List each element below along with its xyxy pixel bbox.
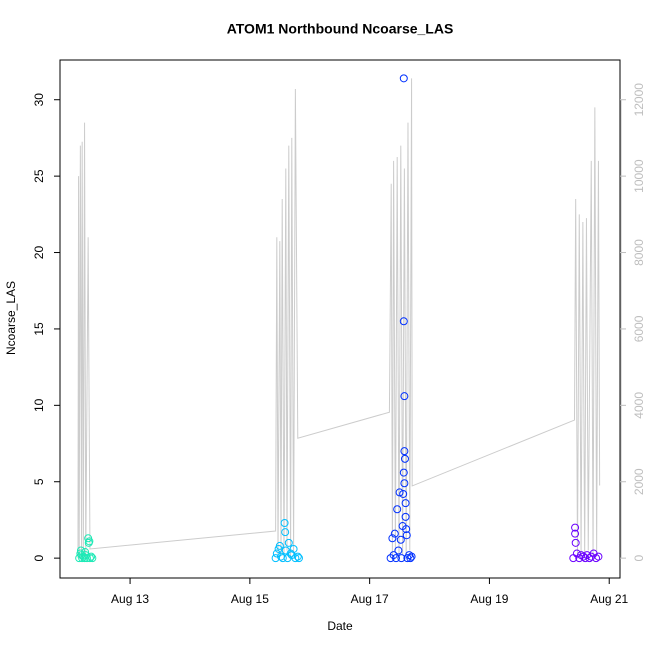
point (88, 554, 97, 563)
point (399, 489, 408, 498)
point (284, 538, 293, 547)
y2-tick-label: 0 (632, 554, 646, 561)
point (571, 538, 580, 547)
point (399, 468, 408, 477)
point (396, 535, 405, 544)
y2-tick-label: 10000 (632, 159, 646, 193)
y-tick-label: 5 (32, 478, 46, 485)
y-axis-label: Ncoarse_LAS (4, 281, 18, 355)
y-tick-label: 30 (32, 93, 46, 107)
y2-tick-label: 2000 (632, 468, 646, 495)
point (572, 549, 581, 558)
chart-title: ATOM1 Northbound Ncoarse_LAS (227, 21, 454, 37)
point (392, 554, 400, 563)
y-tick-label: 25 (32, 169, 46, 183)
point (579, 552, 588, 561)
point (407, 552, 416, 561)
point (394, 546, 403, 555)
x-tick-label: Aug 17 (351, 592, 389, 606)
point (278, 554, 287, 563)
point (85, 554, 94, 563)
point (390, 529, 399, 538)
point (397, 554, 406, 563)
point (87, 552, 96, 561)
point (571, 523, 580, 532)
point (275, 541, 284, 550)
point (402, 531, 411, 540)
point (406, 554, 415, 563)
line-series (77, 78, 601, 559)
point (399, 74, 408, 83)
point (388, 534, 397, 543)
point (571, 529, 580, 538)
point (400, 447, 409, 456)
point (293, 552, 302, 561)
y-tick-label: 0 (32, 554, 46, 561)
point (400, 454, 409, 463)
point (280, 518, 289, 527)
point (85, 537, 94, 546)
point (82, 554, 91, 563)
point (281, 528, 290, 537)
point (594, 552, 603, 561)
x-tick-label: Aug 13 (111, 592, 149, 606)
x-tick-label: Aug 19 (470, 592, 508, 606)
point (402, 525, 411, 534)
point (401, 499, 410, 508)
plot-frame (59, 59, 621, 579)
point (294, 554, 303, 563)
point (592, 554, 601, 563)
point (400, 392, 409, 401)
point (400, 479, 409, 488)
point (399, 317, 408, 326)
point (393, 505, 402, 514)
point (401, 512, 410, 521)
point (289, 544, 298, 553)
y2-tick-label: 6000 (632, 315, 646, 342)
x-tick-label: Aug 21 (590, 592, 628, 606)
y2-tick-label: 12000 (632, 83, 646, 117)
x-axis-label: Date (327, 619, 353, 633)
point (395, 488, 404, 497)
y-tick-label: 15 (32, 322, 46, 336)
y2-tick-label: 4000 (632, 392, 646, 419)
y-tick-label: 10 (32, 398, 46, 412)
y2-tick-label: 8000 (632, 239, 646, 266)
x-tick-label: Aug 15 (231, 592, 269, 606)
y-tick-label: 20 (32, 246, 46, 260)
point (291, 554, 300, 563)
